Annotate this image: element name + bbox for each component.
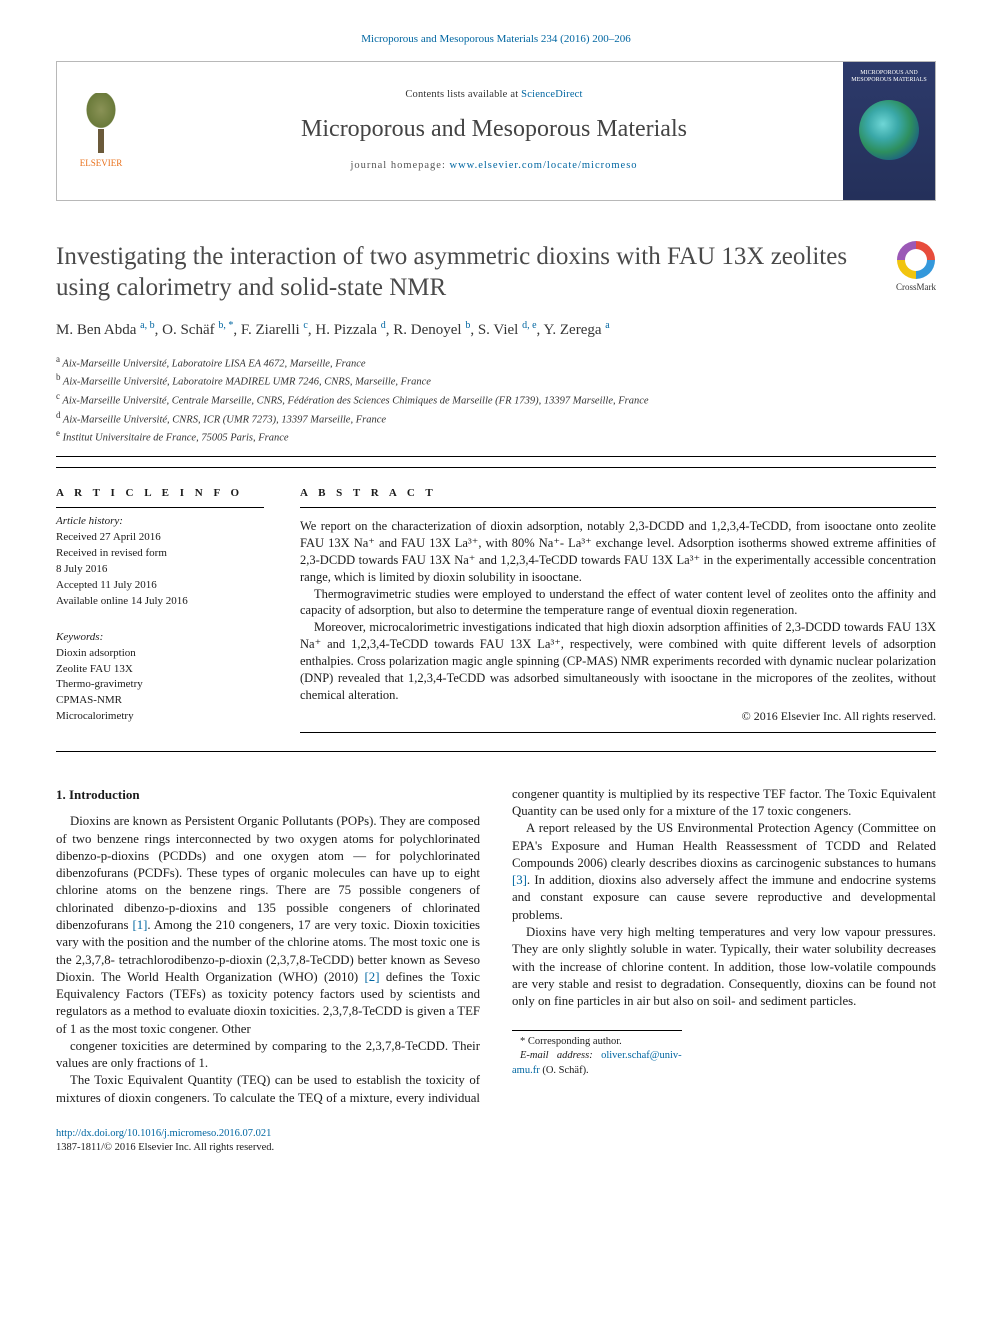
history-head: Article history: [56, 514, 264, 530]
section-heading-intro: 1. Introduction [56, 786, 480, 804]
elsevier-logo: ELSEVIER [57, 62, 145, 200]
homepage-prefix: journal homepage: [350, 160, 449, 171]
elsevier-tree-icon [76, 93, 126, 153]
issn-copyright-line: 1387-1811/© 2016 Elsevier Inc. All right… [56, 1141, 936, 1155]
homepage-link[interactable]: www.elsevier.com/locate/micromeso [450, 160, 638, 171]
affiliation-line: b Aix-Marseille Université, Laboratoire … [56, 371, 936, 390]
publisher-name: ELSEVIER [80, 157, 123, 169]
body-paragraph: Dioxins are known as Persistent Organic … [56, 813, 480, 1037]
abstract-paragraph: Thermogravimetric studies were employed … [300, 586, 936, 620]
journal-cover-thumbnail: MICROPOROUS AND MESOPOROUS MATERIALS [843, 62, 935, 200]
contents-prefix: Contents lists available at [405, 89, 521, 100]
contents-line: Contents lists available at ScienceDirec… [405, 88, 582, 102]
reference-link[interactable]: [3] [512, 873, 527, 887]
history-line: Received in revised form [56, 546, 264, 562]
crossmark-badge[interactable]: CrossMark [896, 241, 936, 293]
keyword-item: Thermo-gravimetry [56, 677, 264, 693]
article-title: Investigating the interaction of two asy… [56, 241, 876, 304]
citation-line: Microporous and Mesoporous Materials 234… [56, 32, 936, 47]
journal-header: ELSEVIER Contents lists available at Sci… [56, 61, 936, 201]
email-who: (O. Schäf). [542, 1065, 588, 1076]
abstract-body: We report on the characterization of dio… [300, 518, 936, 704]
doi-link[interactable]: http://dx.doi.org/10.1016/j.micromeso.20… [56, 1128, 271, 1139]
affiliation-line: d Aix-Marseille Université, CNRS, ICR (U… [56, 409, 936, 428]
sciencedirect-link[interactable]: ScienceDirect [521, 89, 582, 100]
keyword-item: CPMAS-NMR [56, 693, 264, 709]
reference-link[interactable]: [1] [132, 918, 147, 932]
corresponding-author-note: * Corresponding author. [512, 1035, 682, 1049]
affiliation-line: e Institut Universitaire de France, 7500… [56, 427, 936, 446]
authors-line: M. Ben Abda a, b, O. Schäf b, *, F. Ziar… [56, 319, 936, 340]
email-line: E-mail address: oliver.schaf@univ-amu.fr… [512, 1049, 682, 1077]
email-label: E-mail address: [520, 1050, 593, 1061]
affiliations-block: a Aix-Marseille Université, Laboratoire … [56, 353, 936, 447]
keyword-item: Zeolite FAU 13X [56, 662, 264, 678]
body-paragraph: congener toxicities are determined by co… [56, 1038, 480, 1073]
reference-link[interactable]: [2] [365, 970, 380, 984]
history-line: Received 27 April 2016 [56, 530, 264, 546]
article-body: 1. Introduction Dioxins are known as Per… [56, 786, 936, 1107]
cover-title: MICROPOROUS AND MESOPOROUS MATERIALS [847, 70, 931, 84]
keywords-block: Keywords: Dioxin adsorptionZeolite FAU 1… [56, 630, 264, 726]
journal-name: Microporous and Mesoporous Materials [301, 113, 687, 145]
footnotes: * Corresponding author. E-mail address: … [512, 1030, 682, 1078]
keywords-head: Keywords: [56, 630, 264, 646]
body-paragraph: Dioxins have very high melting temperatu… [512, 924, 936, 1010]
article-info-label: A R T I C L E I N F O [56, 486, 264, 501]
article-history: Article history: Received 27 April 2016R… [56, 514, 264, 610]
homepage-line: journal homepage: www.elsevier.com/locat… [350, 159, 637, 173]
keyword-item: Microcalorimetry [56, 709, 264, 725]
history-line: 8 July 2016 [56, 562, 264, 578]
body-paragraph: A report released by the US Environmenta… [512, 820, 936, 924]
abstract-copyright: © 2016 Elsevier Inc. All rights reserved… [300, 708, 936, 724]
history-line: Available online 14 July 2016 [56, 594, 264, 610]
affiliation-line: a Aix-Marseille Université, Laboratoire … [56, 353, 936, 372]
affiliation-line: c Aix-Marseille Université, Centrale Mar… [56, 390, 936, 409]
cover-art-icon [859, 100, 919, 160]
keyword-item: Dioxin adsorption [56, 646, 264, 662]
crossmark-label: CrossMark [896, 281, 936, 293]
history-line: Accepted 11 July 2016 [56, 578, 264, 594]
crossmark-icon [897, 241, 935, 279]
page-footer: http://dx.doi.org/10.1016/j.micromeso.20… [56, 1127, 936, 1155]
abstract-paragraph: Moreover, microcalorimetric investigatio… [300, 619, 936, 703]
abstract-paragraph: We report on the characterization of dio… [300, 518, 936, 586]
abstract-label: A B S T R A C T [300, 486, 936, 501]
